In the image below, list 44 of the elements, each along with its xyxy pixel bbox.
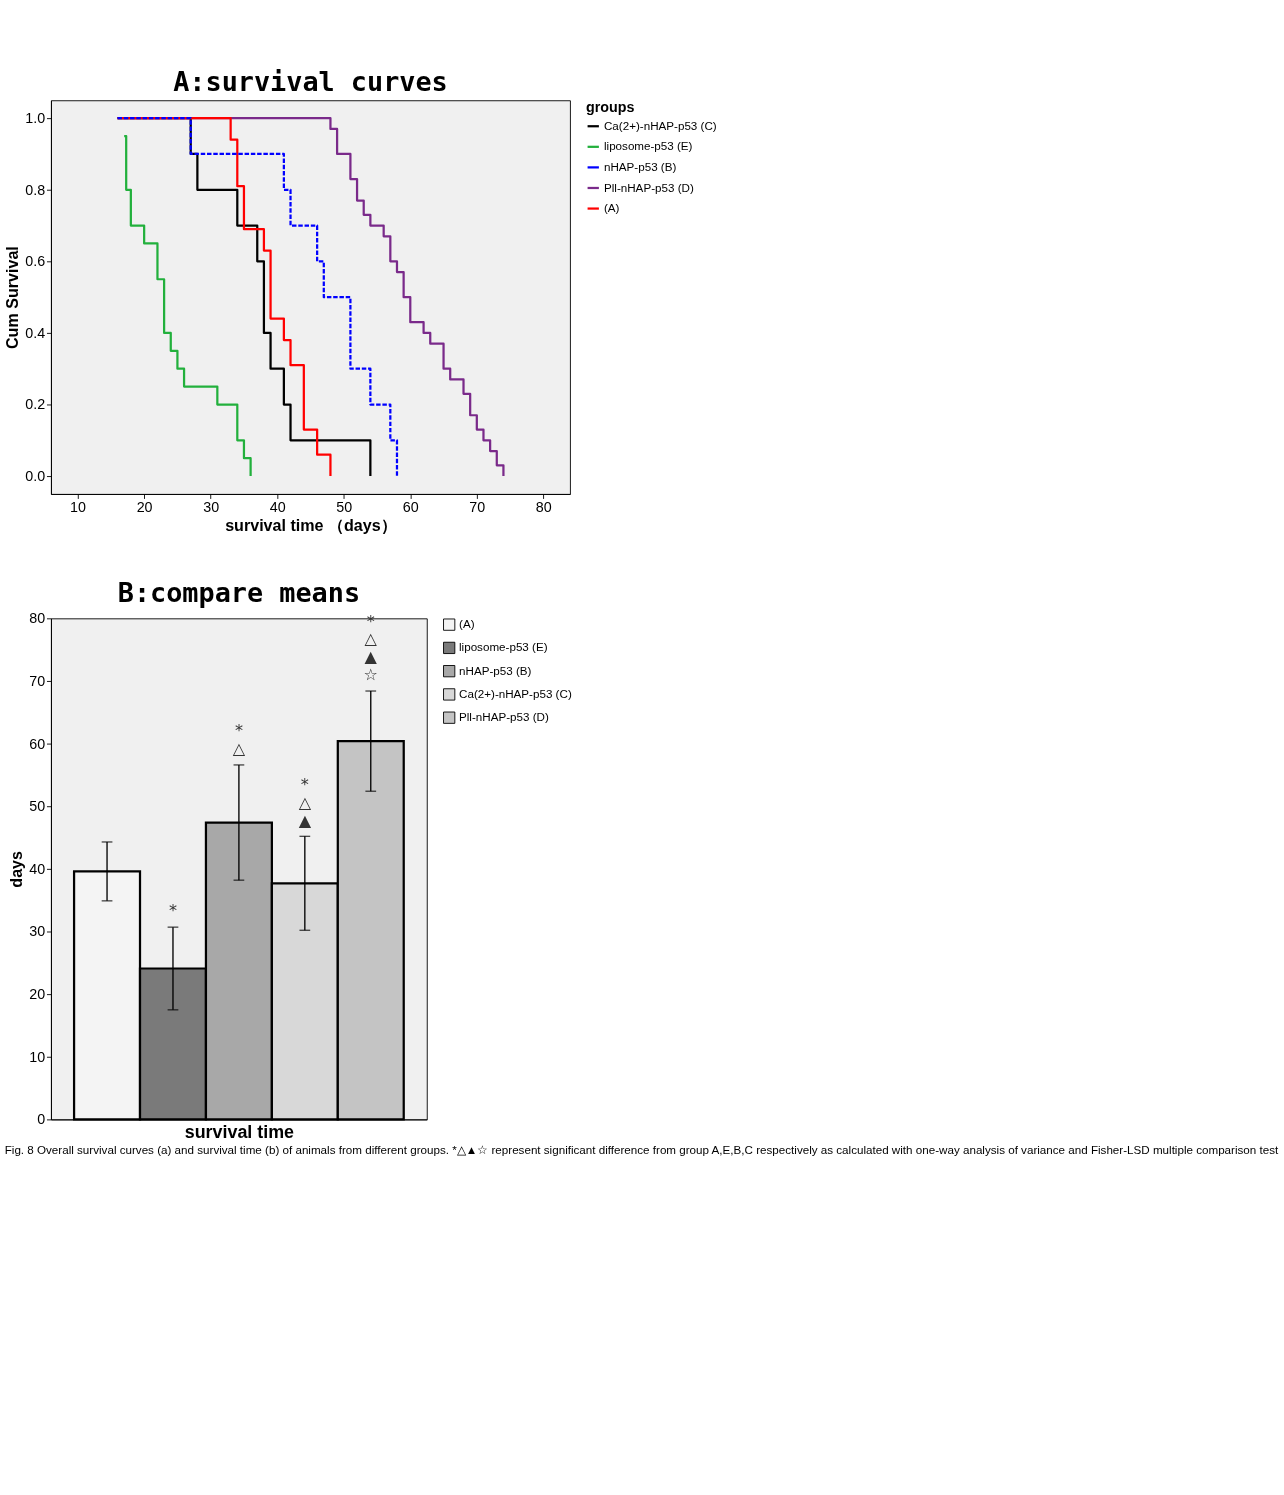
y-axis-title: Cum Survival: [3, 246, 22, 350]
y-axis-title: days: [7, 850, 26, 888]
y-tick-label: 0: [37, 1111, 46, 1128]
x-axis-title: survival time （days）: [225, 516, 397, 536]
legend-label: nHAP-p53 (B): [459, 663, 532, 677]
legend-label: Pll-nHAP-p53 (D): [603, 180, 694, 194]
annotation: *: [168, 901, 177, 921]
legend-label: Ca(2+)-nHAP-p53 (C): [603, 118, 717, 132]
legend-label: Pll-nHAP-p53 (D): [459, 710, 549, 724]
y-tick-label: 0.2: [25, 396, 46, 413]
y-tick-label: 80: [29, 610, 46, 627]
x-tick-label: 10: [70, 499, 87, 516]
x-tick-label: 80: [535, 499, 552, 516]
y-tick-label: 0.4: [25, 324, 46, 341]
legend-label: (A): [459, 617, 475, 631]
annotation: * △ ▲: [298, 774, 312, 830]
y-tick-label: 1.0: [25, 110, 46, 127]
legend-label: liposome-p53 (E): [603, 139, 693, 153]
legend-label: Ca(2+)-nHAP-p53 (C): [459, 687, 572, 700]
caption: Fig. 8 Overall survival curves (a) and survival time (b) of animals from different groups. *△▲☆ represent significant difference from group A,E,B,C respectively as calculated with one-way analysis of variance and Fisher-LSD multiple comparison test: [4, 1142, 1280, 1156]
legend-label: liposome-p53 (E): [459, 640, 548, 654]
y-tick-label: 0.0: [25, 468, 46, 485]
y-tick-label: 10: [29, 1048, 46, 1065]
chart-title: A:survival curves: [173, 66, 448, 98]
x-tick-label: 20: [136, 499, 153, 516]
x-tick-label: 30: [203, 499, 220, 516]
chart-title: B:compare means: [117, 577, 361, 609]
y-tick-label: 50: [29, 798, 46, 815]
y-tick-label: 40: [29, 860, 46, 877]
y-tick-label: 30: [29, 923, 46, 940]
y-tick-label: 70: [29, 672, 46, 689]
x-tick-label: 70: [469, 499, 486, 516]
y-tick-label: 60: [29, 735, 46, 752]
legend-title: groups: [586, 98, 635, 115]
x-tick-label: 60: [402, 499, 419, 516]
legend-label: nHAP-p53 (B): [603, 159, 677, 173]
y-tick-label: 20: [29, 986, 46, 1003]
x-tick-label: 50: [336, 499, 353, 516]
legend-label: (A): [603, 201, 620, 215]
annotation: * △: [232, 721, 246, 759]
y-tick-label: 0.6: [25, 253, 46, 270]
y-tick-label: 0.8: [25, 181, 46, 198]
x-axis-title: survival time: [184, 1121, 295, 1142]
x-tick-label: 40: [269, 499, 286, 516]
